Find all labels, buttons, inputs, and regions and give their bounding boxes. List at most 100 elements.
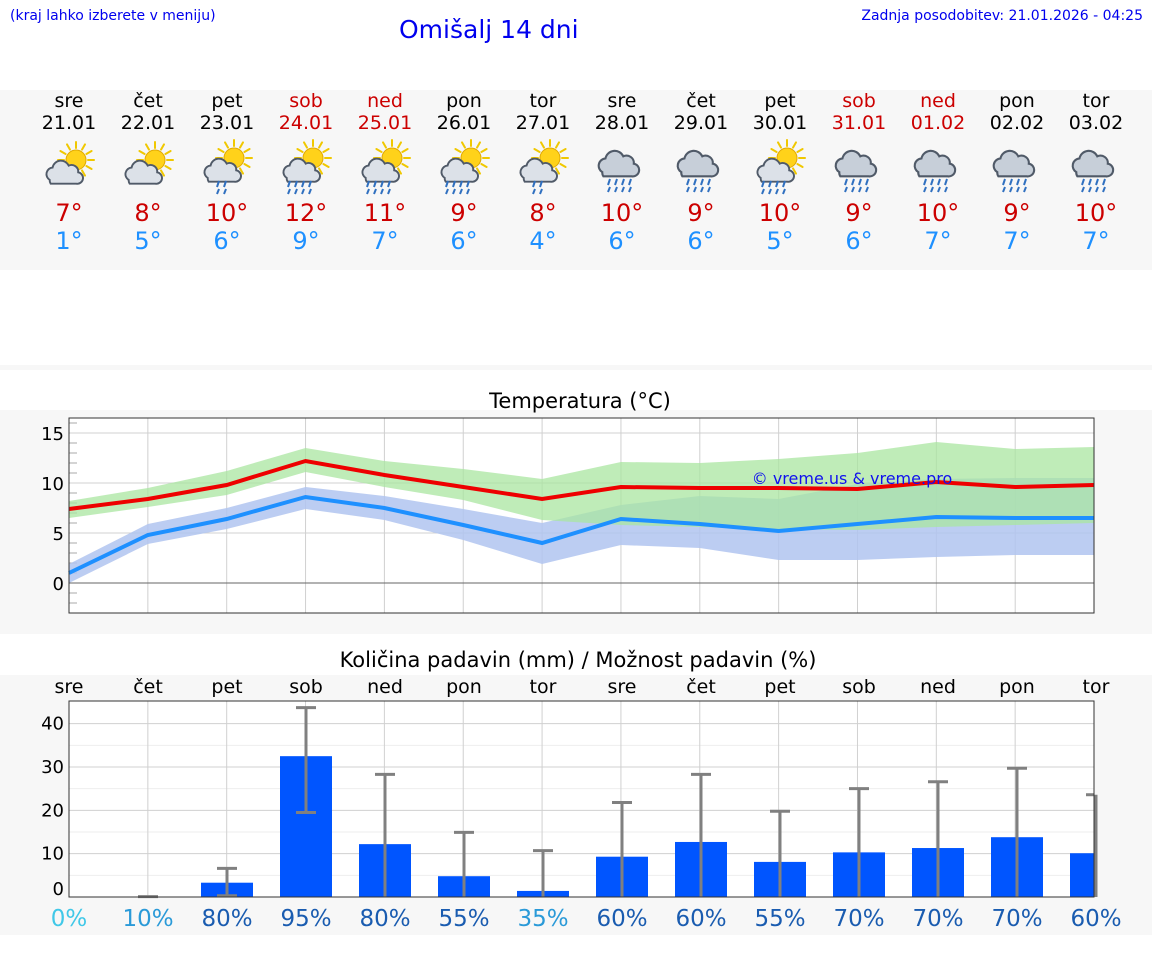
sun-ray <box>397 141 402 149</box>
day-date: 24.01 <box>279 112 333 134</box>
rain-drop <box>452 188 456 195</box>
rain-drop <box>380 180 384 188</box>
day-name: sre <box>608 90 637 112</box>
sun-ray <box>555 167 560 175</box>
rain-drop <box>775 188 779 195</box>
precip-probability: 55% <box>754 906 805 932</box>
sun-ray <box>85 150 93 155</box>
min-temp: 7° <box>371 227 398 255</box>
rain-drop <box>294 188 298 195</box>
min-temp: 9° <box>292 227 319 255</box>
rain-drops <box>844 178 869 193</box>
min-temp: 6° <box>845 227 872 255</box>
rain-drop <box>761 188 765 195</box>
precip-day-label: tor <box>1083 676 1110 698</box>
sun-ray <box>533 148 541 153</box>
rain-drop <box>621 186 625 193</box>
cloud-rain-icon <box>676 149 720 193</box>
rain-drops <box>1081 178 1106 193</box>
precip-probability: 10% <box>122 906 173 932</box>
rain-drop <box>308 188 312 195</box>
precip-probability: 55% <box>438 906 489 932</box>
precip-day-label: sob <box>289 676 323 698</box>
rain-drop <box>373 180 377 188</box>
rain-drop <box>944 178 948 186</box>
cloud-shape <box>440 157 479 183</box>
rain-drop <box>223 180 227 188</box>
rain-drop <box>937 186 941 193</box>
precipitation-plot-frame <box>68 700 1095 898</box>
max-temp: 10° <box>601 199 644 227</box>
max-temp: 12° <box>285 199 328 227</box>
min-temp: 4° <box>529 227 556 255</box>
y-tick-label: 10 <box>41 474 64 495</box>
rain-drop <box>1023 178 1027 186</box>
sun-ray <box>217 148 225 153</box>
max-temp: 7° <box>55 199 82 227</box>
cloud-rain-icon <box>597 149 641 193</box>
sun-ray <box>164 165 172 170</box>
day-name: pet <box>211 90 242 112</box>
precip-day-label: pet <box>764 676 795 698</box>
precip-day-label: sob <box>842 676 876 698</box>
y-tick-label: 0 <box>53 879 64 900</box>
rain-drop <box>308 180 312 188</box>
cloud <box>676 149 720 178</box>
max-temp: 10° <box>206 199 249 227</box>
rain-drop <box>539 188 543 195</box>
rain-drop <box>445 180 449 188</box>
rain-drops <box>923 178 948 193</box>
max-temp: 8° <box>529 199 556 227</box>
sun-ray <box>145 143 150 151</box>
min-temp: 6° <box>213 227 240 255</box>
day-date: 28.01 <box>595 112 649 134</box>
rain-drop <box>532 180 536 188</box>
day-name: pon <box>446 90 482 112</box>
rain-drop <box>686 186 690 193</box>
min-temp: 7° <box>924 227 951 255</box>
y-tick-label: 15 <box>41 424 64 445</box>
sun-ray <box>792 167 797 175</box>
y-tick-label: 40 <box>41 714 64 735</box>
sun-ray <box>454 148 462 153</box>
rain-drop <box>1081 178 1085 186</box>
rain-drop <box>1016 178 1020 186</box>
rain-drop <box>775 180 779 188</box>
day-name: tor <box>1083 90 1110 112</box>
cloud <box>913 149 957 178</box>
rain-drop <box>782 188 786 195</box>
sun-rain-icon <box>361 139 411 195</box>
max-temp: 10° <box>917 199 960 227</box>
sun-ray <box>243 148 251 153</box>
day-date: 01.02 <box>911 112 965 134</box>
rain-drop <box>858 178 862 186</box>
cloud <box>756 157 795 183</box>
cloud <box>361 157 400 183</box>
rain-drop <box>294 180 298 188</box>
partly-cloudy-icon <box>45 141 95 185</box>
sun-ray <box>397 167 402 175</box>
rain-drop <box>1095 186 1099 193</box>
rain-drop <box>1023 186 1027 193</box>
rain-drop <box>700 186 704 193</box>
precip-day-label: pet <box>211 676 242 698</box>
cloud-rain-icon <box>992 149 1036 193</box>
sun-ray <box>559 163 567 168</box>
rain-drop <box>445 188 449 195</box>
day-date: 30.01 <box>753 112 807 134</box>
rain-drops <box>287 180 312 195</box>
day-name: ned <box>920 90 956 112</box>
sun-ray <box>540 141 545 149</box>
cloud <box>203 157 242 183</box>
cloud-shape <box>203 157 242 183</box>
sun-ray <box>555 141 560 149</box>
rain-drop <box>930 178 934 186</box>
sun-ray <box>375 148 383 153</box>
cloud-rain-icon <box>1071 149 1115 193</box>
max-temp: 10° <box>1075 199 1118 227</box>
rain-drop <box>851 178 855 186</box>
rain-drops <box>761 180 786 195</box>
precip-day-label: pon <box>446 676 482 698</box>
min-temp: 7° <box>1003 227 1030 255</box>
precip-day-label: tor <box>530 676 557 698</box>
